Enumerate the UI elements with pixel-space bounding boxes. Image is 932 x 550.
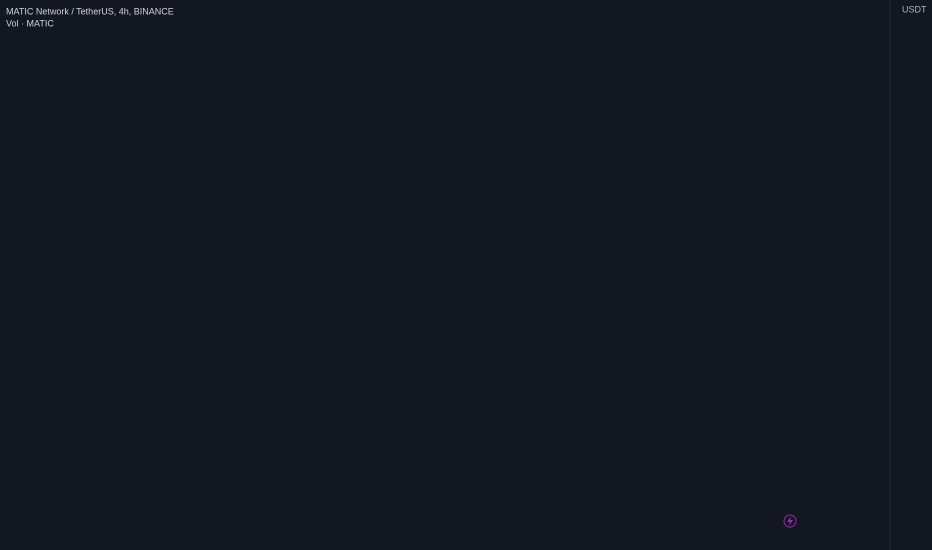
chart-title: MATIC Network / TetherUS, 4h, BINANCE: [6, 6, 174, 16]
volume-title: Vol · MATIC: [6, 18, 54, 28]
lightning-icon[interactable]: [783, 514, 797, 528]
axis-unit: USDT: [902, 4, 927, 14]
